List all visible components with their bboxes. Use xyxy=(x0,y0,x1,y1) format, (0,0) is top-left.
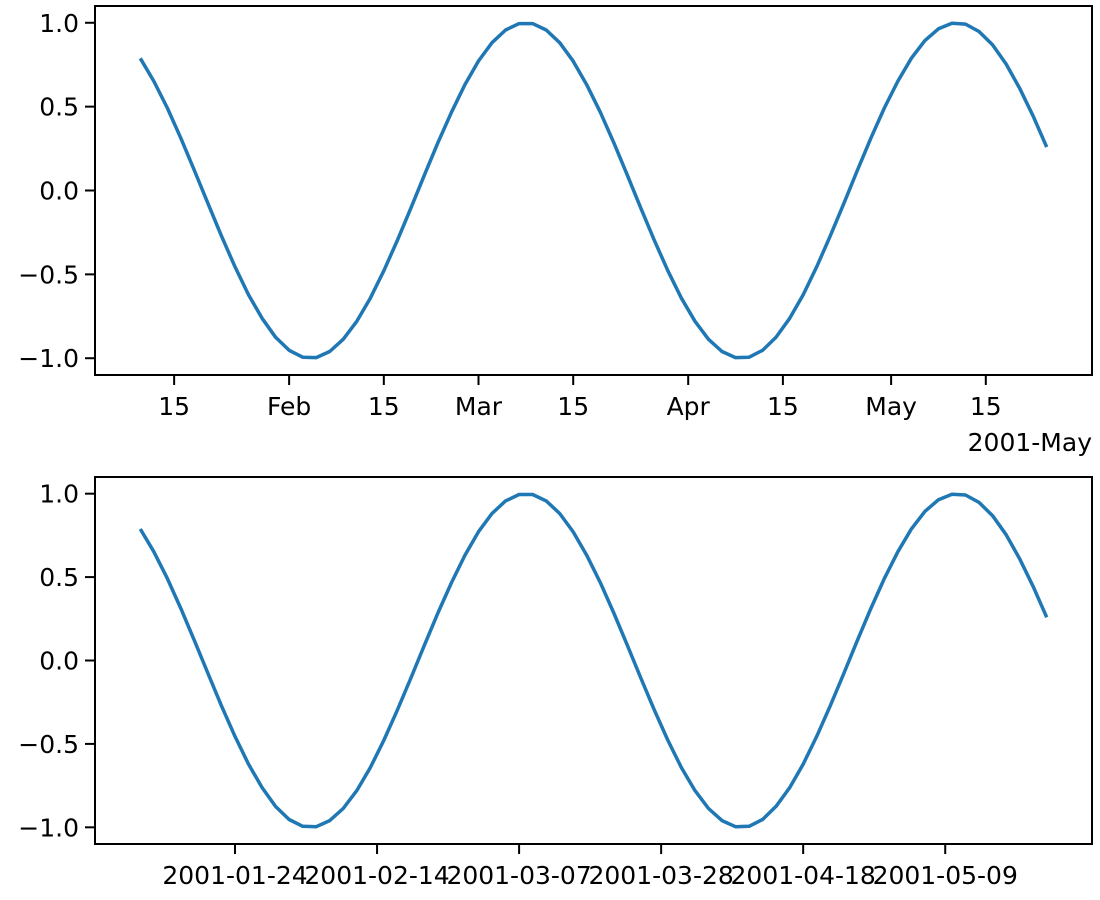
full-date-format-subplot: 1.00.50.0−0.5−1.02001-01-242001-02-14200… xyxy=(18,476,1093,890)
x-tick-label: Mar xyxy=(455,392,503,421)
x-tick-label: 2001-05-09 xyxy=(873,861,1018,890)
axis-offset-label: 2001-May xyxy=(968,428,1093,457)
y-tick-label: −1.0 xyxy=(18,813,79,842)
x-tick-label: 2001-02-14 xyxy=(304,861,449,890)
y-tick-label: 0.5 xyxy=(39,93,79,122)
y-tick-label: −0.5 xyxy=(18,730,79,759)
axes-frame xyxy=(94,476,1093,845)
sine-line xyxy=(138,492,1049,829)
x-tick-label: Apr xyxy=(667,392,711,421)
y-tick-label: −0.5 xyxy=(18,260,79,289)
y-tick-label: 0.0 xyxy=(39,647,79,676)
x-tick-label: Feb xyxy=(267,392,311,421)
x-tick-label: 15 xyxy=(557,392,589,421)
concise-date-format-subplot: 1.0 0.5 0.0 −0.5 −1.0 15 Feb 15 Mar 15 Apr 15 May 15 2… xyxy=(18,5,1093,457)
y-tick-label: 1.0 xyxy=(39,9,79,38)
x-tick-label: 15 xyxy=(767,392,799,421)
y-tick-label: 0.5 xyxy=(39,563,79,592)
x-tick-label: 15 xyxy=(368,392,400,421)
y-tick-label: 0.0 xyxy=(39,177,79,206)
sine-line xyxy=(138,21,1049,360)
x-tick-label: 2001-03-28 xyxy=(588,861,733,890)
x-tick-label: 2001-03-07 xyxy=(446,861,591,890)
axes-frame xyxy=(94,5,1093,376)
y-tick-label: 1.0 xyxy=(39,480,79,509)
x-tick-label: 2001-01-24 xyxy=(162,861,307,890)
x-tick-label: 2001-04-18 xyxy=(731,861,876,890)
x-tick-label: 15 xyxy=(970,392,1002,421)
y-tick-label: −1.0 xyxy=(18,344,79,373)
x-tick-label: 15 xyxy=(158,392,190,421)
x-tick-label: May xyxy=(865,392,917,421)
